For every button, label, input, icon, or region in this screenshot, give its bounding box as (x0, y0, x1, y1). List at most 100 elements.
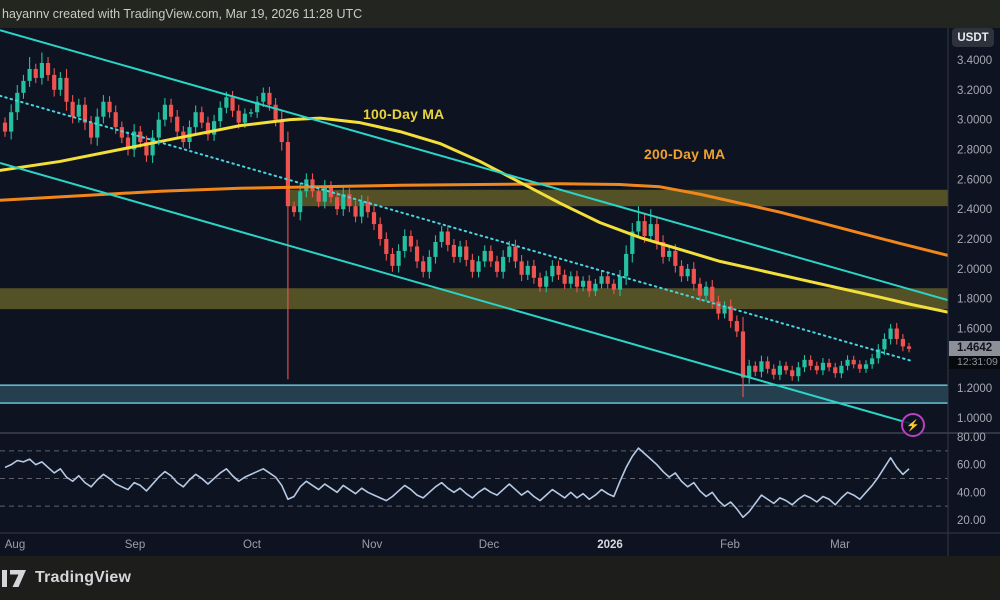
candle-body (433, 241, 438, 257)
candle-body (642, 221, 647, 237)
candle-body (193, 112, 198, 128)
candle-body (230, 97, 235, 111)
lightning-bolt-icon[interactable]: ⚡ (901, 413, 925, 437)
candle-body (660, 241, 666, 257)
tradingview-logo[interactable]: TradingView (2, 569, 131, 587)
candle-body (445, 231, 450, 245)
candle-body (390, 253, 395, 266)
candle-body (488, 250, 493, 262)
candle-body (341, 194, 346, 210)
candle-body (76, 104, 81, 117)
candle-body (33, 68, 38, 78)
candle-body (636, 221, 641, 232)
candle-body (556, 265, 561, 275)
candle-body (617, 276, 623, 290)
candle-body (408, 236, 413, 247)
price-axis[interactable]: 3.4000 3.2000 3.0000 2.8000 2.6000 2.4000 2.20… (957, 55, 992, 527)
candle-body (593, 283, 598, 292)
candle-body (39, 62, 44, 78)
candle-body (851, 359, 856, 365)
candle-body (353, 206, 358, 217)
last-price-value: 1.4642 (949, 341, 1000, 356)
candle-body (906, 346, 912, 349)
candle-body (857, 364, 862, 369)
candle-body (820, 362, 826, 371)
candle-body (734, 321, 739, 332)
candle-body (777, 365, 782, 375)
candle-body (519, 261, 524, 275)
candle-body (716, 301, 721, 314)
candle-body (199, 112, 204, 123)
candle-body (427, 256, 432, 272)
candle-body (476, 261, 481, 272)
candle-body (753, 365, 758, 372)
candle-body (156, 119, 161, 138)
candle-body (882, 338, 887, 350)
price-tick-label: 2.4000 (957, 204, 992, 216)
candle-body (679, 265, 684, 277)
candle-body (378, 224, 383, 240)
candle-body (624, 253, 629, 277)
candle-body (464, 246, 469, 260)
candle-body (82, 104, 88, 123)
candle-body (144, 142, 149, 156)
demand-zone (0, 384, 948, 404)
candle-body (747, 365, 752, 378)
candle-body (740, 331, 746, 378)
candle-body (611, 283, 616, 290)
candle-body (839, 365, 844, 374)
candle-body (242, 113, 247, 123)
candle-body (722, 306, 727, 314)
candle-body (279, 119, 284, 143)
time-tick-Oct: Oct (243, 539, 262, 551)
time-axis[interactable]: Aug Sep Oct Nov Dec 2026 Feb Mar (5, 539, 850, 551)
price-tick-label: 1.0000 (957, 413, 992, 425)
candle-body (89, 122, 94, 138)
candle-body (451, 244, 457, 257)
candle-body (396, 250, 401, 266)
candle-body (790, 370, 795, 377)
time-tick-2026: 2026 (597, 539, 623, 551)
candle-body (796, 367, 801, 377)
price-tick-label: 1.6000 (957, 324, 992, 336)
candle-body (525, 265, 530, 275)
candle-body (544, 276, 549, 287)
candle-body (888, 328, 893, 339)
candle-body (783, 365, 789, 371)
candle-body (119, 127, 124, 138)
candle-body (205, 122, 211, 135)
candle-body (685, 268, 690, 277)
candle-body (710, 286, 715, 302)
candle-body (900, 338, 905, 347)
candle-body (224, 97, 229, 108)
ma200-line (0, 182, 948, 257)
candle-body (70, 101, 75, 117)
candle-body (876, 349, 881, 359)
candle-body (599, 276, 604, 284)
demand-zone-fill (0, 385, 948, 404)
candle-body (267, 92, 272, 105)
price-tick-label: 2.0000 (957, 264, 992, 276)
candle-body (458, 246, 463, 257)
candle-body (765, 361, 770, 369)
ma100-label: 100-Day MA (363, 106, 445, 122)
candle-body (255, 101, 260, 113)
candle-body (759, 361, 764, 372)
rsi-line (4, 447, 910, 519)
candle-body (814, 365, 819, 371)
candle-body (630, 231, 635, 254)
candle-body (414, 246, 420, 262)
candle-body (562, 274, 567, 284)
price-tick-label: 3.0000 (957, 115, 992, 127)
lower-channel-trendline (0, 161, 913, 425)
candle-body (310, 179, 315, 192)
rsi-tick-label: 80.00 (957, 432, 986, 444)
candle-body (52, 74, 57, 90)
candlesticks (2, 52, 912, 398)
candle-body (648, 224, 653, 237)
candle-body (531, 265, 536, 278)
candle-body (501, 256, 506, 272)
candle-body (654, 224, 659, 242)
candle-body (322, 186, 327, 202)
